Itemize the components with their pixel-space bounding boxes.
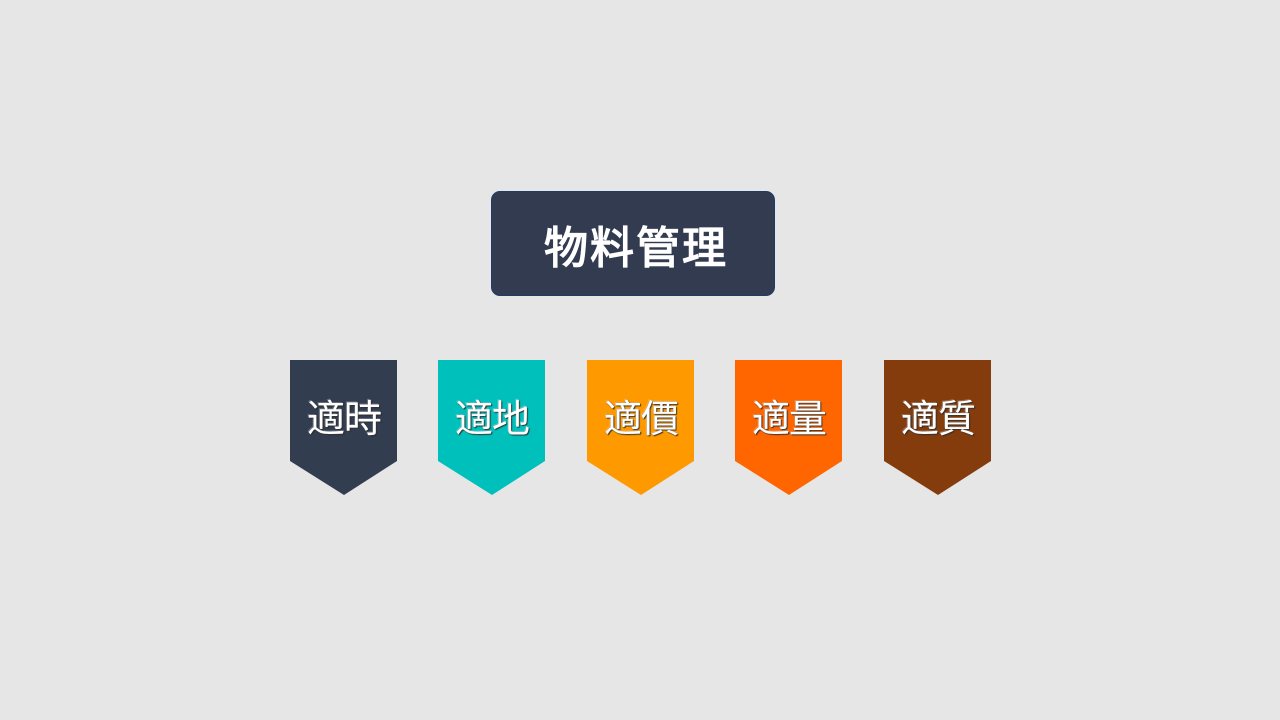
tag-shape: [438, 360, 545, 495]
tag-quantity: 適量: [735, 360, 843, 496]
tag-shape: [587, 360, 694, 495]
tag-label: 適量: [751, 397, 827, 441]
tag-shape: [735, 360, 842, 495]
tag-location: 適地: [438, 360, 546, 496]
tag-label: 適時: [306, 397, 382, 441]
tag-timing: 適時: [290, 360, 398, 496]
tag-quality: 適質: [884, 360, 992, 496]
tag-label: 適地: [454, 397, 530, 441]
title-text: 物料管理: [544, 222, 728, 274]
tag-label: 適質: [900, 397, 976, 441]
tag-shape: [884, 360, 991, 495]
tag-price: 適價: [587, 360, 695, 496]
tag-label: 適價: [603, 397, 679, 441]
title-box: 物料管理: [491, 191, 775, 296]
tag-shape: [290, 360, 397, 495]
